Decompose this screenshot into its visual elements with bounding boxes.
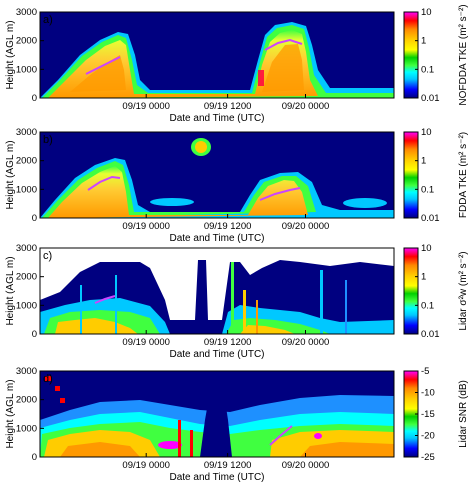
panel-label: d) — [43, 373, 53, 385]
trend-line-d1 — [269, 425, 293, 446]
y-tick-label: 1000 — [16, 64, 37, 75]
heatmap-d — [40, 371, 394, 457]
y-tick-label: 0 — [32, 213, 37, 224]
colorbar-tick-label: 10 — [421, 7, 432, 18]
trend-line-b1 — [87, 175, 121, 191]
axes-frame-d — [39, 370, 395, 458]
y-tick-label: 2000 — [16, 272, 37, 283]
colorbar-tick-label: 0.01 — [421, 213, 440, 224]
y-tick-label: 3000 — [16, 366, 37, 377]
colorbar-tick-label: -5 — [421, 366, 429, 377]
colorbar-tick-label: -25 — [421, 452, 435, 463]
trend-line-a1 — [85, 56, 121, 75]
heatmap-c — [40, 248, 394, 334]
axes-frame-b — [39, 131, 395, 219]
y-axis-label: Height (AGL m) — [5, 140, 16, 209]
x-tick-label: 09/20 0000 — [282, 221, 330, 232]
trend-line-b2 — [259, 187, 301, 201]
y-axis-label: Height (AGL m) — [5, 20, 16, 89]
panel-label: c) — [43, 250, 52, 262]
y-tick-label: 0 — [32, 329, 37, 340]
trend-line-a2 — [264, 38, 303, 51]
y-axis-label: Height (AGL m) — [5, 379, 16, 448]
y-tick-label: 3000 — [16, 243, 37, 254]
x-axis-label: Date and Time (UTC) — [169, 233, 264, 244]
panel-c — [39, 247, 395, 335]
x-tick-label: 09/20 0000 — [282, 101, 330, 112]
panel-b — [39, 131, 395, 219]
colorbar-tick-label: -20 — [421, 431, 435, 442]
panel-d — [39, 370, 395, 458]
colorbar-label: Lidar SNR (dB) — [458, 380, 469, 448]
x-tick-label: 09/19 1200 — [204, 221, 252, 232]
colorbar-tick-label: 0.01 — [421, 93, 440, 104]
colorbar-tick-label: 1 — [421, 156, 426, 167]
colorbar — [403, 131, 419, 219]
y-tick-label: 0 — [32, 93, 37, 104]
colorbar-label: Lidar σ²w (m² s⁻²) — [458, 251, 469, 330]
colorbar-tick-label: 1 — [421, 272, 426, 283]
colorbar-label: FDDA TKE (m² s⁻²) — [458, 132, 469, 218]
x-tick-label: 09/19 1200 — [204, 337, 252, 348]
x-tick-label: 09/19 1200 — [204, 101, 252, 112]
colorbar-tick-label: -10 — [421, 388, 435, 399]
colorbar-tick-label: 10 — [421, 243, 432, 254]
colorbar-tick-label: 10 — [421, 127, 432, 138]
colorbar-tick-label: 0.1 — [421, 64, 434, 75]
colorbar — [403, 247, 419, 335]
x-tick-label: 09/19 0000 — [122, 101, 170, 112]
colorbar-tick-label: 0.1 — [421, 300, 434, 311]
colorbar-label: NOFDDA TKE (m² s⁻²) — [458, 4, 469, 105]
x-axis-label: Date and Time (UTC) — [169, 349, 264, 360]
y-tick-label: 2000 — [16, 395, 37, 406]
panel-a — [39, 11, 395, 99]
y-tick-label: 3000 — [16, 127, 37, 138]
heatmap-b — [40, 132, 394, 218]
x-tick-label: 09/20 0000 — [282, 460, 330, 471]
x-tick-label: 09/20 0000 — [282, 337, 330, 348]
y-axis-label: Height (AGL m) — [5, 256, 16, 325]
panel-label: b) — [43, 134, 53, 146]
x-axis-label: Date and Time (UTC) — [169, 113, 264, 124]
x-tick-label: 09/19 1200 — [204, 460, 252, 471]
colorbar — [403, 11, 419, 99]
y-tick-label: 1000 — [16, 423, 37, 434]
x-tick-label: 09/19 0000 — [122, 460, 170, 471]
panel-label: a) — [43, 14, 53, 26]
trend-line-c1 — [94, 295, 116, 304]
colorbar-tick-label: 0.1 — [421, 184, 434, 195]
y-tick-label: 1000 — [16, 300, 37, 311]
axes-frame-a — [39, 11, 395, 99]
y-tick-label: 3000 — [16, 7, 37, 18]
x-axis-label: Date and Time (UTC) — [169, 472, 264, 483]
colorbar-tick-label: -15 — [421, 409, 435, 420]
y-tick-label: 0 — [32, 452, 37, 463]
y-tick-label: 2000 — [16, 156, 37, 167]
x-tick-label: 09/19 0000 — [122, 337, 170, 348]
heatmap-a — [40, 12, 394, 98]
x-tick-label: 09/19 0000 — [122, 221, 170, 232]
axes-frame-c — [39, 247, 395, 335]
colorbar-tick-label: 1 — [421, 36, 426, 47]
y-tick-label: 1000 — [16, 184, 37, 195]
colorbar-tick-label: 0.01 — [421, 329, 440, 340]
y-tick-label: 2000 — [16, 36, 37, 47]
